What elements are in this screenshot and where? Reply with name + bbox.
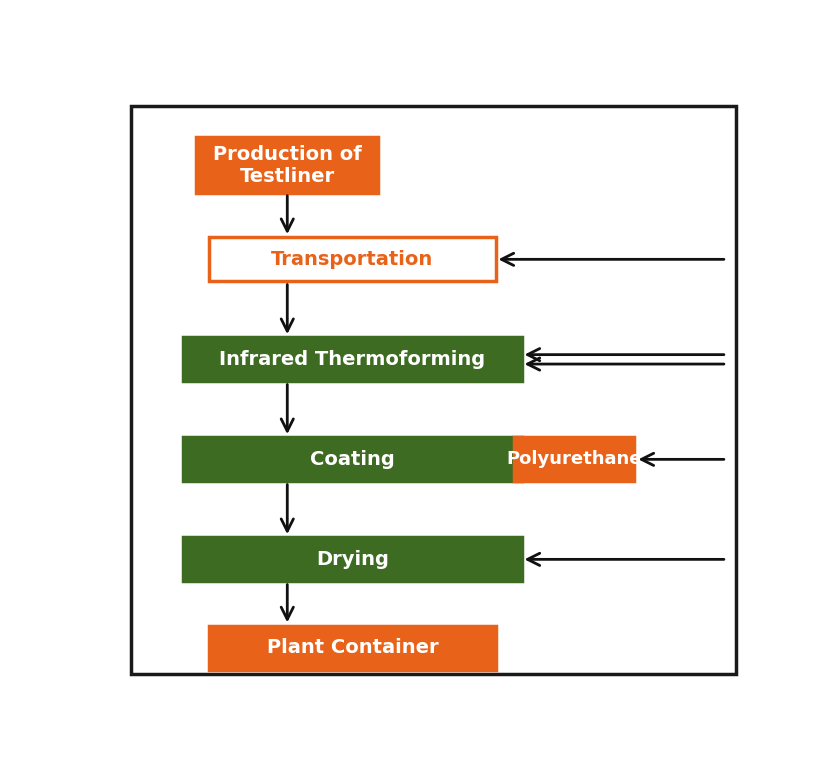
Text: Drying: Drying <box>316 550 389 569</box>
FancyBboxPatch shape <box>209 238 496 281</box>
Text: Production of
Testliner: Production of Testliner <box>213 144 362 186</box>
Text: Coating: Coating <box>310 450 395 469</box>
FancyBboxPatch shape <box>183 537 522 581</box>
FancyBboxPatch shape <box>513 437 634 481</box>
Text: Plant Container: Plant Container <box>266 638 438 657</box>
FancyBboxPatch shape <box>209 626 496 670</box>
FancyBboxPatch shape <box>183 337 522 381</box>
Text: Transportation: Transportation <box>271 250 433 269</box>
FancyBboxPatch shape <box>183 437 522 481</box>
FancyBboxPatch shape <box>197 138 379 193</box>
Text: Polyurethane: Polyurethane <box>506 450 642 468</box>
Text: Infrared Thermoforming: Infrared Thermoforming <box>219 350 486 369</box>
